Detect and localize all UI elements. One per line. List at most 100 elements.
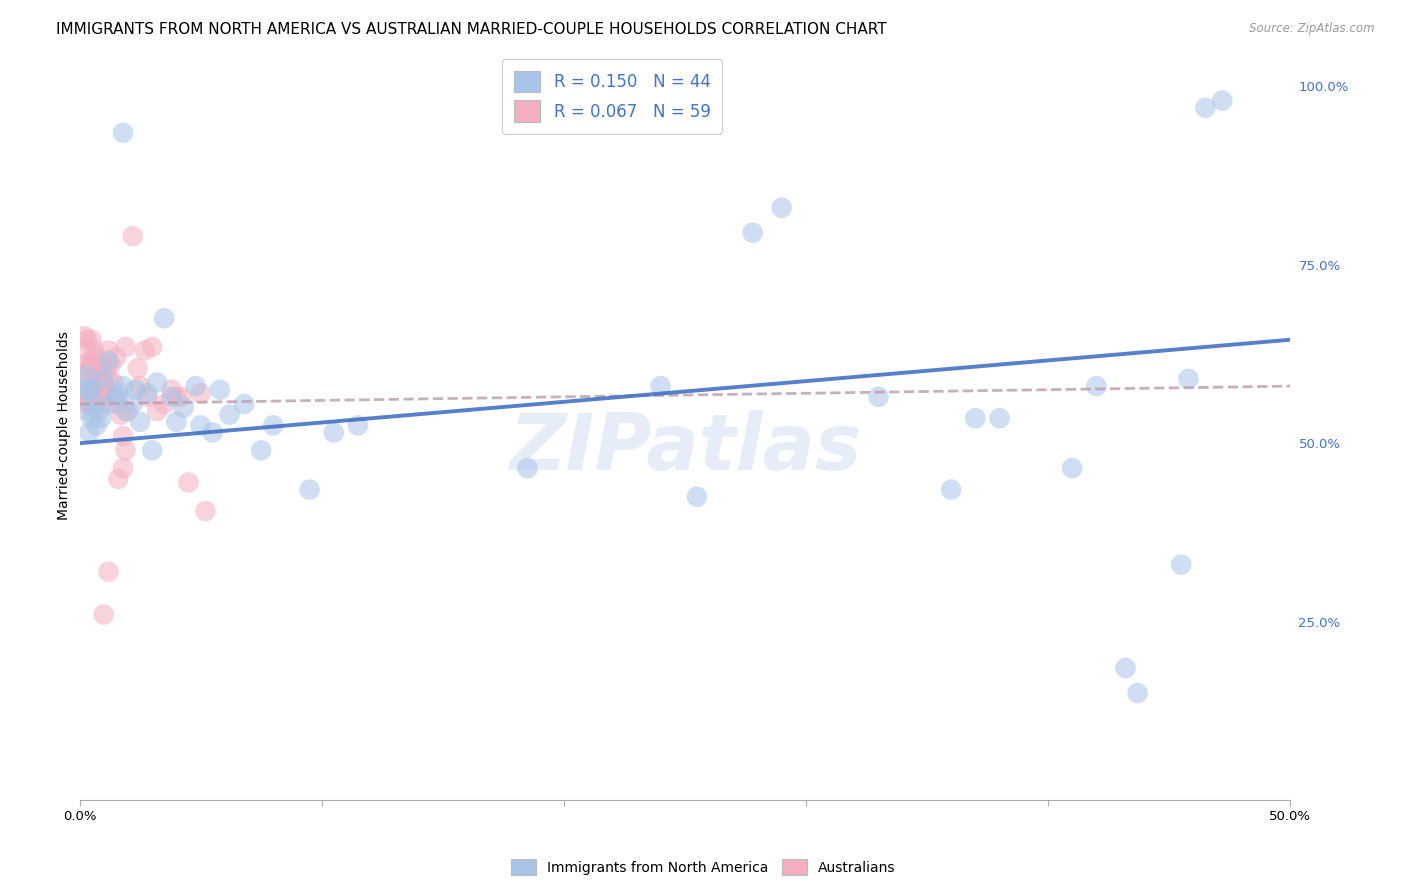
Point: [939, 483, 962, 497]
Point: [1114, 661, 1136, 675]
Point: [104, 351, 127, 365]
Point: [76, 365, 98, 379]
Point: [80, 333, 103, 347]
Point: [129, 415, 152, 429]
Point: [208, 383, 231, 397]
Point: [129, 379, 152, 393]
Point: [965, 411, 987, 425]
Point: [80, 390, 103, 404]
Point: [173, 401, 195, 415]
Point: [107, 472, 129, 486]
Point: [112, 429, 135, 443]
Point: [77, 425, 100, 440]
Point: [114, 340, 136, 354]
Point: [114, 404, 136, 418]
Point: [77, 361, 100, 376]
Point: [94, 383, 117, 397]
Point: [516, 461, 538, 475]
Point: [76, 397, 98, 411]
Point: [90, 390, 112, 404]
Point: [190, 386, 212, 401]
Point: [170, 390, 193, 404]
Point: [87, 361, 110, 376]
Point: [103, 390, 125, 404]
Point: [136, 390, 159, 404]
Point: [868, 390, 890, 404]
Point: [1211, 94, 1233, 108]
Text: ZIPatlas: ZIPatlas: [509, 409, 860, 486]
Point: [73, 386, 96, 401]
Point: [141, 340, 163, 354]
Point: [121, 229, 143, 244]
Point: [94, 361, 117, 376]
Point: [127, 361, 149, 376]
Point: [97, 565, 120, 579]
Point: [76, 333, 98, 347]
Point: [76, 368, 98, 383]
Point: [121, 397, 143, 411]
Point: [136, 386, 159, 401]
Point: [153, 397, 176, 411]
Point: [93, 397, 115, 411]
Point: [83, 343, 105, 358]
Point: [1194, 101, 1216, 115]
Point: [184, 379, 207, 393]
Point: [250, 443, 273, 458]
Text: Source: ZipAtlas.com: Source: ZipAtlas.com: [1250, 22, 1375, 36]
Point: [165, 390, 187, 404]
Point: [770, 201, 793, 215]
Point: [83, 379, 105, 393]
Legend: Immigrants from North America, Australians: Immigrants from North America, Australia…: [505, 854, 901, 880]
Point: [686, 490, 709, 504]
Point: [86, 390, 108, 404]
Point: [90, 358, 112, 372]
Point: [141, 443, 163, 458]
Point: [103, 376, 125, 390]
Point: [134, 343, 156, 358]
Text: IMMIGRANTS FROM NORTH AMERICA VS AUSTRALIAN MARRIED-COUPLE HOUSEHOLDS CORRELATIO: IMMIGRANTS FROM NORTH AMERICA VS AUSTRAL…: [56, 22, 887, 37]
Y-axis label: Married-couple Households: Married-couple Households: [58, 331, 72, 520]
Point: [90, 411, 112, 425]
Point: [76, 343, 98, 358]
Point: [73, 329, 96, 343]
Point: [1062, 461, 1084, 475]
Point: [100, 397, 122, 411]
Point: [177, 475, 200, 490]
Point: [93, 607, 115, 622]
Point: [988, 411, 1011, 425]
Point: [83, 397, 105, 411]
Point: [298, 483, 321, 497]
Point: [73, 383, 96, 397]
Point: [153, 311, 176, 326]
Point: [1085, 379, 1108, 393]
Point: [1170, 558, 1192, 572]
Point: [741, 226, 763, 240]
Point: [107, 397, 129, 411]
Point: [77, 383, 100, 397]
Point: [83, 401, 105, 415]
Point: [80, 411, 103, 425]
Point: [165, 415, 187, 429]
Point: [112, 126, 135, 140]
Point: [124, 383, 146, 397]
Point: [86, 372, 108, 386]
Point: [650, 379, 672, 393]
Point: [86, 351, 108, 365]
Point: [146, 376, 169, 390]
Point: [322, 425, 344, 440]
Point: [110, 408, 132, 422]
Point: [70, 390, 93, 404]
Point: [77, 376, 100, 390]
Point: [114, 443, 136, 458]
Point: [160, 383, 183, 397]
Point: [117, 404, 139, 418]
Point: [80, 397, 103, 411]
Point: [1126, 686, 1149, 700]
Point: [97, 354, 120, 368]
Point: [160, 390, 183, 404]
Point: [87, 386, 110, 401]
Point: [194, 504, 217, 518]
Point: [93, 372, 115, 386]
Point: [76, 404, 98, 418]
Point: [100, 358, 122, 372]
